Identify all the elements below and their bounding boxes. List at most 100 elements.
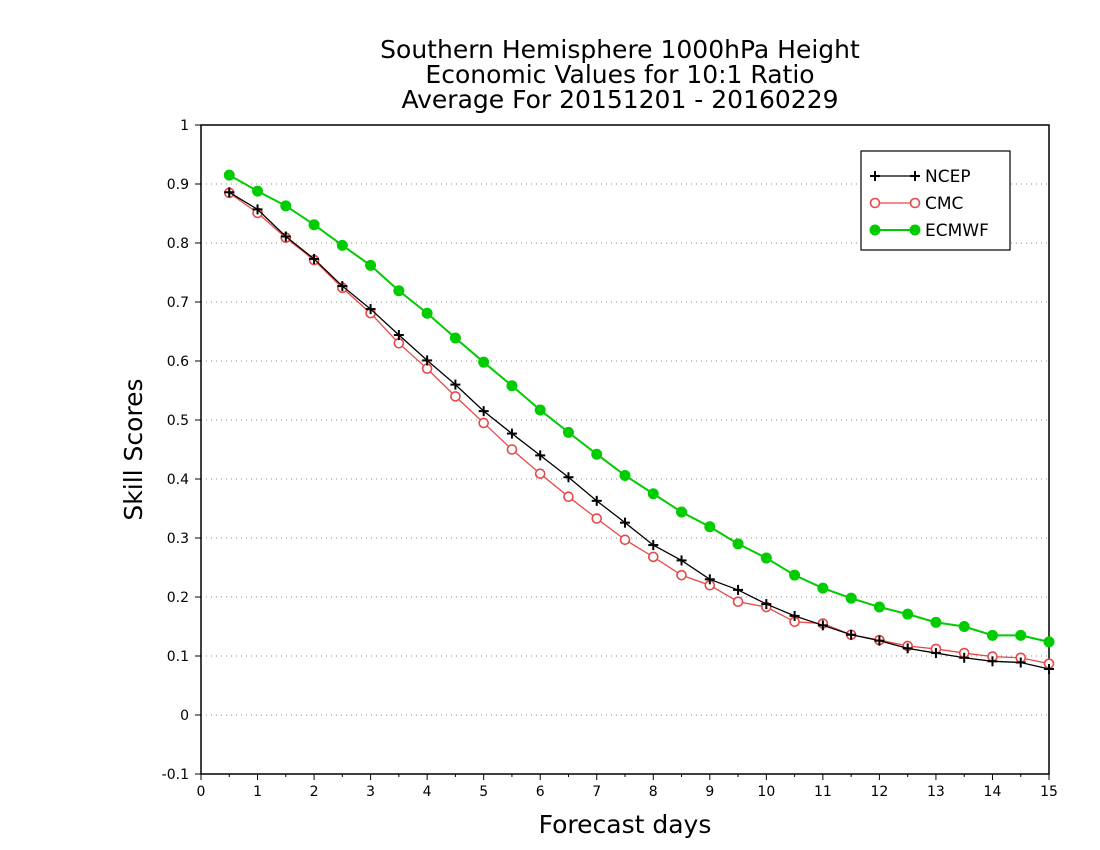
chart-title: Southern Hemisphere 1000hPa HeightEconom…: [380, 35, 860, 114]
data-point: [1044, 663, 1054, 674]
series-cmc: [223, 187, 1055, 669]
data-point: [421, 363, 433, 374]
legend: NCEP CMC ECMWF: [860, 150, 1011, 251]
data-point: [958, 621, 970, 632]
x-tick-label: 4: [423, 784, 432, 800]
legend-label: NCEP: [925, 167, 971, 187]
legend-marker: [870, 171, 880, 181]
y-tick-label: 0.6: [167, 354, 189, 370]
x-tick-label: 13: [927, 784, 945, 800]
data-point: [223, 169, 235, 181]
data-point: [534, 468, 546, 479]
x-tick-label: 10: [757, 784, 775, 800]
data-point: [986, 629, 998, 641]
legend-label: ECMWF: [925, 221, 989, 241]
data-point: [506, 444, 518, 455]
data-point: [478, 356, 490, 368]
data-point: [845, 592, 857, 604]
data-point: [733, 584, 744, 595]
data-point: [1015, 629, 1027, 641]
legend-entry-ecmwf: ECMWF: [869, 221, 989, 241]
data-point: [224, 187, 235, 198]
data-point: [478, 417, 489, 429]
data-point: [732, 596, 744, 608]
data-point: [365, 259, 377, 271]
x-tick-label: 0: [197, 784, 206, 800]
x-tick-label: 3: [366, 784, 375, 800]
data-point: [365, 304, 376, 315]
data-point: [987, 656, 998, 667]
x-tick-label: 6: [536, 784, 545, 800]
legend-marker: [910, 171, 920, 181]
data-point: [789, 569, 801, 581]
data-point: [393, 330, 404, 341]
y-tick-label: 1: [180, 118, 189, 134]
data-point: [619, 469, 631, 481]
x-tick-label: 12: [870, 784, 888, 800]
axis-ticks: -0.100.10.20.30.40.50.60.70.80.910 1 2 3 4 5 6…: [162, 118, 1058, 800]
series-ncep: [224, 187, 1054, 674]
data-point: [506, 428, 517, 439]
x-tick-label: 2: [310, 784, 319, 800]
legend-entry-cmc: CMC: [869, 194, 963, 214]
data-point: [648, 540, 659, 551]
title-line: Average For 20151201 - 20160229: [401, 85, 838, 114]
data-point: [563, 472, 574, 483]
legend-marker: [909, 224, 921, 236]
data-point: [421, 307, 433, 319]
legend-box: [860, 150, 1011, 251]
legend-entry-ncep: NCEP: [870, 167, 971, 187]
legend-marker: [869, 197, 881, 209]
data-point: [676, 555, 687, 566]
data-point: [676, 506, 688, 518]
data-point: [873, 601, 885, 613]
data-point: [789, 610, 800, 621]
data-point: [252, 204, 263, 215]
data-point: [450, 379, 461, 390]
data-point: [280, 231, 291, 242]
title-line: Economic Values for 10:1 Ratio: [425, 60, 814, 89]
data-point: [534, 404, 546, 416]
data-point: [280, 200, 292, 212]
data-point: [619, 534, 631, 546]
y-tick-label: 0.9: [167, 177, 189, 193]
data-point: [506, 380, 518, 392]
legend-marker: [869, 224, 881, 236]
data-point: [676, 569, 687, 581]
data-point: [308, 219, 320, 231]
series-ecmwf: [223, 169, 1055, 648]
y-tick-label: 0.1: [167, 649, 189, 665]
y-tick-label: 0.2: [167, 590, 189, 606]
data-point: [704, 574, 715, 585]
y-tick-label: 0.8: [167, 236, 189, 252]
data-point: [478, 406, 489, 417]
x-tick-label: 7: [592, 784, 601, 800]
data-point: [535, 450, 546, 461]
data-point: [450, 391, 461, 402]
data-point: [393, 337, 405, 349]
data-point: [761, 599, 772, 610]
data-point: [930, 648, 941, 659]
data-point: [846, 629, 857, 640]
data-point: [591, 513, 603, 524]
data-point: [647, 488, 659, 500]
data-point: [591, 495, 602, 506]
data-point: [817, 620, 828, 631]
data-point: [959, 652, 970, 663]
y-tick-label: 0: [180, 708, 189, 724]
data-point: [309, 253, 320, 264]
y-tick-label: 0.5: [167, 413, 189, 429]
data-point: [393, 285, 405, 297]
data-point: [760, 552, 772, 564]
x-tick-label: 11: [814, 784, 832, 800]
y-tick-label: 0.4: [167, 472, 189, 488]
data-point: [647, 551, 659, 563]
data-point: [817, 582, 829, 594]
data-point: [902, 608, 914, 620]
x-tick-label: 15: [1040, 784, 1058, 800]
legend-marker: [909, 197, 921, 209]
y-axis-label: Skill Scores: [119, 378, 148, 520]
x-tick-label: 1: [253, 784, 262, 800]
x-tick-label: 9: [705, 784, 714, 800]
